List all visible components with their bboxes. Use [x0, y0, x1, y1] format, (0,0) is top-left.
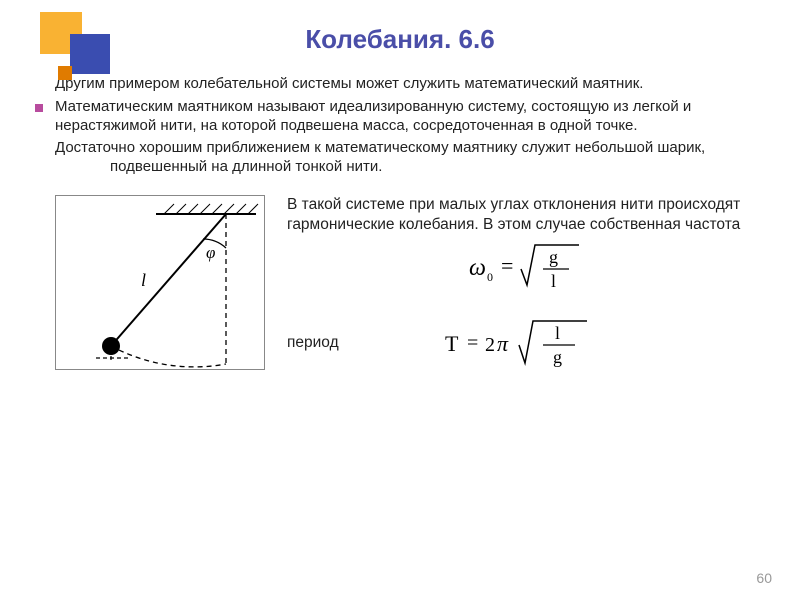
svg-text:l: l [555, 323, 560, 343]
svg-text:=: = [501, 253, 513, 278]
paragraph-3: Достаточно хорошим приближением к матема… [110, 139, 755, 177]
formula-period-svg: T = 2 π l g [437, 315, 607, 371]
svg-text:T: T [445, 331, 459, 356]
square-blue [70, 34, 110, 74]
svg-text:ω: ω [469, 255, 486, 281]
lower-block: l φ В такой системе при малых углах откл… [0, 195, 800, 371]
angle-label: φ [206, 243, 215, 262]
paragraph-2-text: Математическим маятником называют идеали… [55, 98, 691, 134]
svg-text:=: = [467, 332, 478, 354]
length-label: l [141, 270, 146, 290]
svg-text:0: 0 [487, 270, 493, 284]
formula-omega: ω 0 = g l [287, 239, 755, 293]
paragraph-1: Другим примером колебательной системы мо… [110, 75, 755, 94]
pendulum-svg: l φ [56, 196, 264, 369]
page-number: 60 [756, 570, 772, 586]
svg-text:l: l [551, 271, 556, 291]
svg-text:π: π [497, 331, 509, 356]
svg-text:2: 2 [485, 334, 495, 356]
main-text: Другим примером колебательной системы мо… [0, 55, 800, 177]
formula-omega-svg: ω 0 = g l [451, 239, 591, 293]
right-column: В такой системе при малых углах отклонен… [287, 195, 755, 371]
slide-title: Колебания. 6.6 [0, 0, 800, 55]
period-label: период [287, 333, 437, 353]
svg-text:g: g [553, 347, 562, 367]
pendulum-figure: l φ [55, 195, 265, 370]
right-intro-text: В такой системе при малых углах отклонен… [287, 195, 755, 235]
paragraph-2-bullet: Математическим маятником называют идеали… [35, 98, 755, 136]
square-orange [58, 66, 72, 80]
formula-period-row: период T = 2 π l g [287, 315, 755, 371]
svg-text:g: g [549, 247, 558, 267]
